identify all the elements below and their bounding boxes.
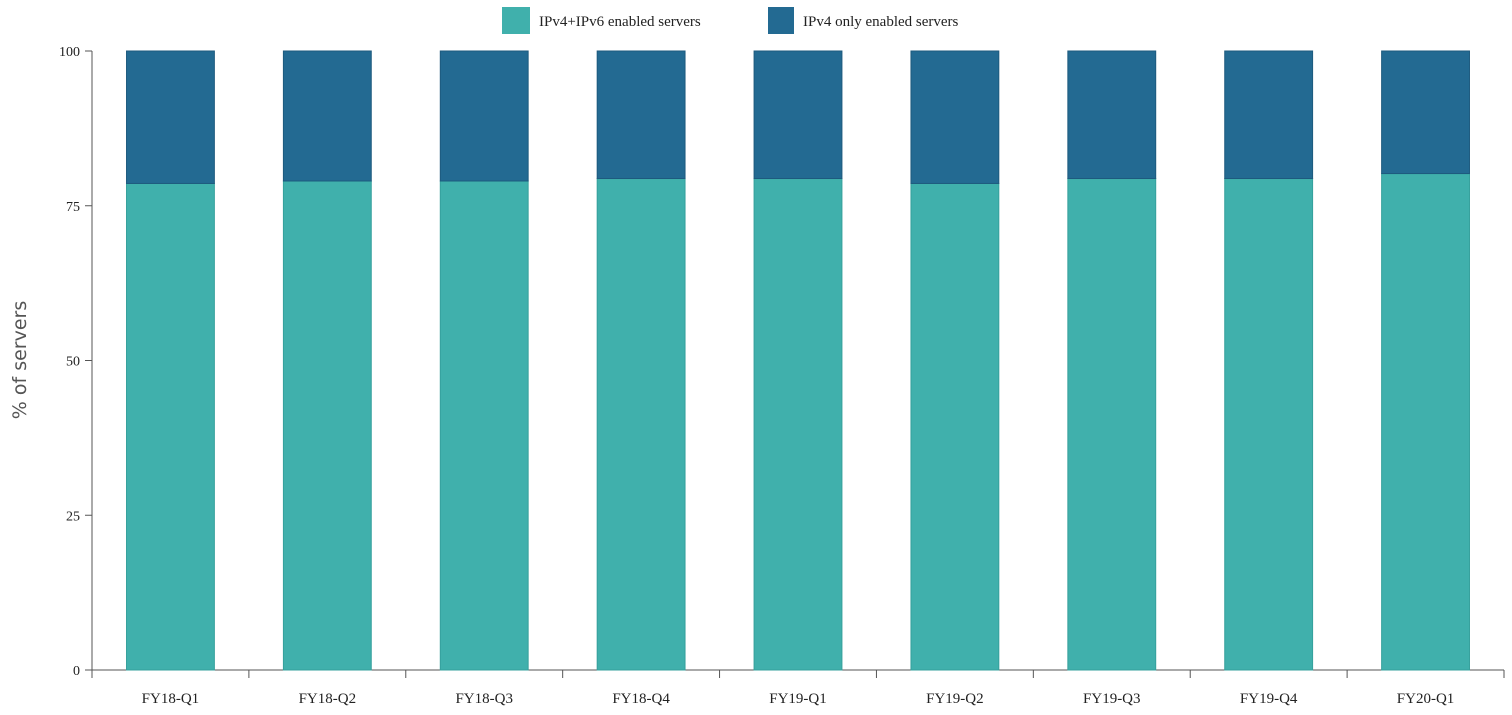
- legend-label-ipv4-ipv6: IPv4+IPv6 enabled servers: [539, 14, 701, 30]
- bar-ipv4-only-fy18-q1: [126, 50, 215, 184]
- legend-swatch-ipv4-ipv6: [502, 7, 530, 34]
- bars: [126, 50, 1470, 671]
- bar-ipv4-only-fy19-q2: [910, 50, 1000, 184]
- y-tick-label: 25: [66, 509, 80, 524]
- y-tick-label: 50: [66, 355, 80, 370]
- x-tick-label: FY18-Q1: [142, 691, 200, 707]
- legend-label-ipv4-only: IPv4 only enabled servers: [803, 14, 959, 30]
- bar-ipv4-ipv6-fy19-q1: [753, 178, 843, 671]
- y-tick-label: 0: [73, 664, 80, 679]
- bar-ipv4-only-fy20-q1: [1381, 50, 1470, 175]
- bar-ipv4-ipv6-fy18-q1: [126, 182, 215, 671]
- x-tick-label: FY19-Q1: [769, 691, 827, 707]
- bar-ipv4-ipv6-fy19-q2: [910, 182, 1000, 671]
- x-axis: FY18-Q1 FY18-Q2 FY18-Q3 FY18-Q4 FY19-Q1 FY19-…: [91, 669, 1505, 707]
- bar-ipv4-only-fy19-q1: [753, 50, 843, 180]
- x-tick-label: FY18-Q3: [455, 691, 513, 707]
- bar-ipv4-ipv6-fy18-q2: [282, 180, 372, 671]
- bar-ipv4-only-fy18-q2: [282, 50, 372, 182]
- bar-ipv4-ipv6-fy18-q3: [439, 180, 529, 671]
- legend: IPv4+IPv6 enabled servers IPv4 only enabl…: [502, 7, 959, 34]
- x-tick-label: FY19-Q4: [1240, 691, 1298, 707]
- y-tick-label: 100: [59, 45, 80, 60]
- x-tick-label: FY18-Q2: [299, 691, 357, 707]
- bar-ipv4-ipv6-fy20-q1: [1381, 173, 1470, 671]
- bar-ipv4-only-fy18-q4: [596, 50, 686, 180]
- legend-swatch-ipv4-only: [768, 7, 794, 34]
- bar-ipv4-only-fy18-q3: [439, 50, 529, 182]
- bar-ipv4-only-fy19-q3: [1067, 50, 1157, 180]
- x-tick-label: FY19-Q2: [926, 691, 984, 707]
- x-tick-label: FY18-Q4: [612, 691, 670, 707]
- x-tick-label: FY19-Q3: [1083, 691, 1141, 707]
- y-tick-label: 75: [66, 200, 80, 215]
- bar-ipv4-ipv6-fy19-q3: [1067, 178, 1157, 671]
- y-axis: 0 25 50 75 100: [59, 45, 93, 679]
- bar-ipv4-ipv6-fy19-q4: [1224, 178, 1314, 671]
- x-tick-label: FY20-Q1: [1397, 691, 1455, 707]
- y-axis-title: % of servers: [9, 301, 31, 420]
- bar-ipv4-ipv6-fy18-q4: [596, 178, 686, 671]
- bar-ipv4-only-fy19-q4: [1224, 50, 1314, 180]
